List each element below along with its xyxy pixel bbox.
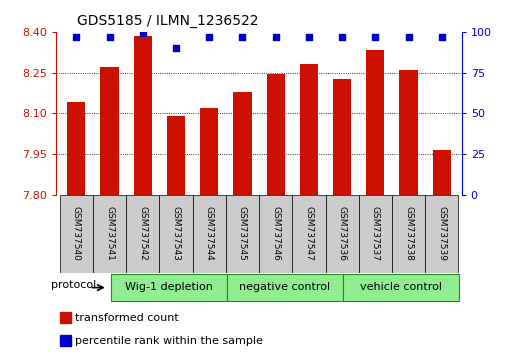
Bar — [200, 108, 219, 195]
Bar — [192, 195, 226, 273]
Text: protocol: protocol — [51, 280, 96, 290]
Bar — [267, 74, 285, 195]
Bar — [233, 92, 251, 195]
Text: GSM737540: GSM737540 — [72, 206, 81, 261]
Bar — [333, 79, 351, 195]
Point — [72, 34, 81, 40]
Text: GDS5185 / ILMN_1236522: GDS5185 / ILMN_1236522 — [76, 14, 258, 28]
Point — [239, 34, 247, 40]
Point — [371, 34, 380, 40]
Point — [438, 34, 446, 40]
Bar — [160, 195, 192, 273]
Bar — [111, 274, 227, 301]
Bar — [61, 312, 71, 323]
Bar — [61, 335, 71, 346]
Text: GSM737538: GSM737538 — [404, 206, 413, 261]
Bar — [366, 50, 384, 195]
Bar — [359, 195, 392, 273]
Text: GSM737542: GSM737542 — [139, 206, 147, 261]
Text: transformed count: transformed count — [75, 313, 179, 323]
Point — [139, 31, 147, 36]
Point — [305, 34, 313, 40]
Bar — [326, 195, 359, 273]
Bar — [60, 195, 93, 273]
Text: GSM737545: GSM737545 — [238, 206, 247, 261]
Point — [338, 34, 346, 40]
Point — [205, 34, 213, 40]
Bar — [392, 195, 425, 273]
Bar — [167, 116, 185, 195]
Text: GSM737536: GSM737536 — [338, 206, 347, 261]
Bar — [126, 195, 160, 273]
Bar — [134, 36, 152, 195]
Text: GSM737546: GSM737546 — [271, 206, 280, 261]
Bar — [226, 195, 259, 273]
Point — [106, 34, 114, 40]
Text: GSM737547: GSM737547 — [304, 206, 313, 261]
Point — [271, 34, 280, 40]
Bar — [432, 150, 451, 195]
Bar — [67, 102, 86, 195]
Point — [404, 34, 412, 40]
Text: percentile rank within the sample: percentile rank within the sample — [75, 336, 263, 346]
Point — [172, 45, 180, 51]
Bar — [400, 70, 418, 195]
Text: GSM737543: GSM737543 — [171, 206, 181, 261]
Text: GSM737539: GSM737539 — [437, 206, 446, 261]
Bar — [292, 195, 326, 273]
Text: GSM737541: GSM737541 — [105, 206, 114, 261]
Bar — [425, 195, 459, 273]
Bar — [101, 67, 119, 195]
Bar — [227, 274, 343, 301]
Bar — [300, 64, 318, 195]
Bar — [259, 195, 292, 273]
Text: vehicle control: vehicle control — [360, 282, 442, 292]
Text: Wig-1 depletion: Wig-1 depletion — [125, 282, 212, 292]
Text: negative control: negative control — [239, 282, 330, 292]
Text: GSM737544: GSM737544 — [205, 206, 214, 261]
Bar — [343, 274, 459, 301]
Bar — [93, 195, 126, 273]
Text: GSM737537: GSM737537 — [371, 206, 380, 261]
